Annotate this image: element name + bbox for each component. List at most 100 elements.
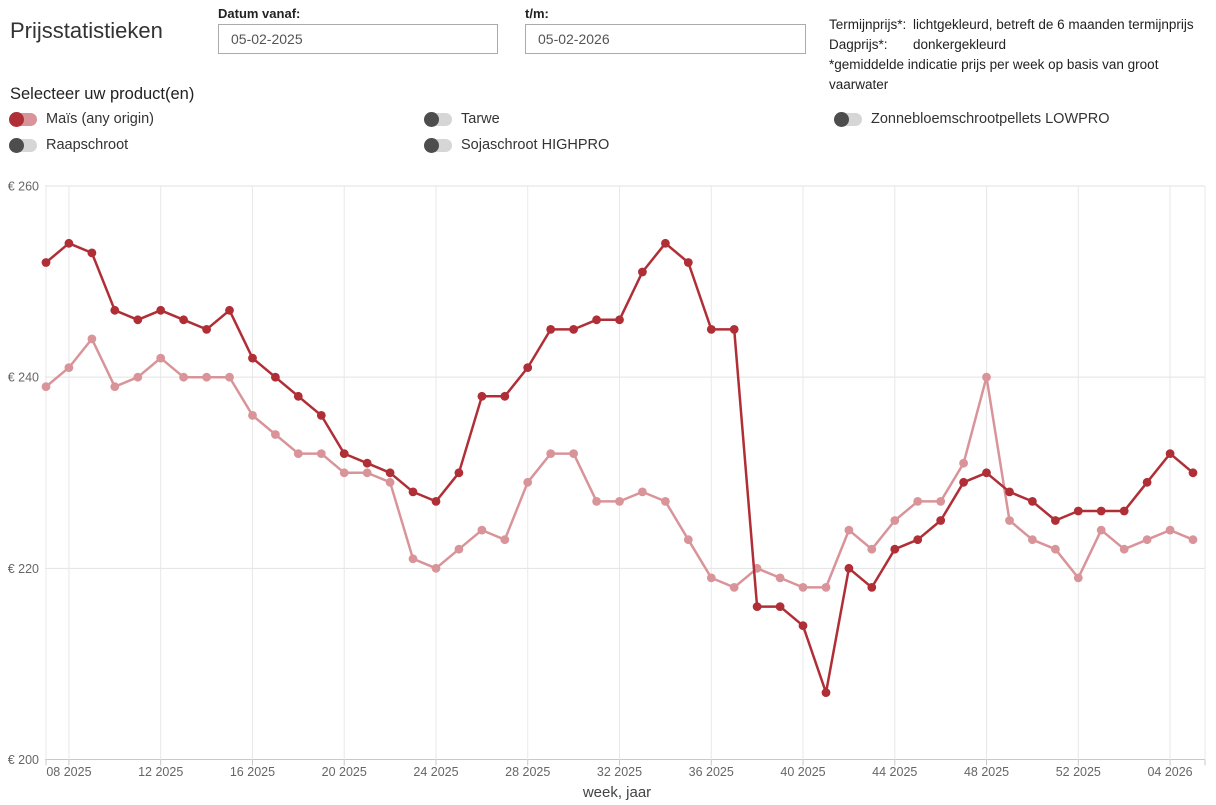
termijnprijs-point[interactable]: [385, 477, 395, 487]
termijnprijs-point[interactable]: [661, 497, 670, 506]
termijnprijs-point[interactable]: [1096, 525, 1106, 535]
termijnprijs-point[interactable]: [1005, 516, 1014, 525]
dagprijs-point[interactable]: [133, 315, 143, 325]
dagprijs-point[interactable]: [821, 688, 831, 697]
dagprijs-point[interactable]: [936, 516, 946, 525]
termijnprijs-point[interactable]: [431, 563, 441, 573]
termijnprijs-point[interactable]: [729, 583, 739, 592]
termijnprijs-point[interactable]: [225, 372, 234, 382]
termijnprijs-point[interactable]: [271, 430, 280, 439]
dagprijs-point[interactable]: [87, 248, 97, 258]
dagprijs-point[interactable]: [523, 363, 533, 372]
dagprijs-point[interactable]: [225, 305, 234, 315]
dagprijs-point[interactable]: [844, 563, 854, 573]
dagprijs-point[interactable]: [798, 621, 808, 631]
dagprijs-point[interactable]: [1028, 497, 1037, 506]
termijnprijs-point[interactable]: [87, 334, 97, 344]
termijnprijs-point[interactable]: [110, 382, 120, 392]
termijnprijs-point[interactable]: [500, 535, 510, 545]
dagprijs-point[interactable]: [615, 315, 624, 325]
dagprijs-point[interactable]: [293, 391, 303, 401]
termijnprijs-point[interactable]: [844, 525, 854, 535]
termijnprijs-point[interactable]: [1119, 544, 1129, 554]
termijnprijs-point[interactable]: [156, 353, 166, 363]
termijnprijs-point[interactable]: [523, 477, 533, 487]
termijnprijs-point[interactable]: [867, 544, 877, 554]
termijnprijs-point[interactable]: [248, 411, 257, 420]
termijnprijs-point[interactable]: [1028, 535, 1037, 545]
dagprijs-point[interactable]: [982, 468, 991, 478]
dagprijs-point[interactable]: [500, 391, 510, 401]
termijnprijs-point[interactable]: [638, 487, 647, 497]
termijnprijs-point[interactable]: [890, 516, 900, 525]
dagprijs-point[interactable]: [1165, 449, 1175, 458]
dagprijs-point[interactable]: [569, 325, 578, 334]
dagprijs-point[interactable]: [362, 458, 372, 468]
product-toggle[interactable]: [9, 137, 37, 153]
product-toggle[interactable]: [9, 111, 37, 127]
dagprijs-point[interactable]: [431, 497, 441, 506]
price-chart[interactable]: € 260 € 240 € 220 € 200 08 2025 12 2025 16 202…: [0, 170, 1216, 805]
date-from-input[interactable]: [218, 24, 498, 54]
dagprijs-point[interactable]: [408, 487, 418, 497]
termijnprijs-point[interactable]: [454, 544, 464, 554]
termijnprijs-point[interactable]: [477, 525, 487, 535]
dagprijs-point[interactable]: [959, 477, 968, 487]
termijnprijs-point[interactable]: [179, 372, 189, 382]
product-toggle[interactable]: [424, 111, 452, 127]
dagprijs-point[interactable]: [706, 325, 716, 334]
termijnprijs-point[interactable]: [546, 449, 556, 458]
termijnprijs-point[interactable]: [408, 554, 418, 564]
dagprijs-point[interactable]: [890, 544, 900, 554]
dagprijs-point[interactable]: [1188, 468, 1198, 478]
dagprijs-point[interactable]: [477, 391, 487, 401]
dagprijs-point[interactable]: [1073, 506, 1083, 516]
termijnprijs-point[interactable]: [133, 372, 143, 382]
dagprijs-point[interactable]: [202, 325, 212, 334]
termijnprijs-point[interactable]: [615, 497, 624, 506]
termijnprijs-point[interactable]: [982, 372, 991, 382]
dagprijs-point[interactable]: [385, 468, 395, 478]
termijnprijs-point[interactable]: [821, 583, 831, 592]
dagprijs-point[interactable]: [775, 602, 785, 611]
termijnprijs-point[interactable]: [592, 497, 601, 506]
termijnprijs-point[interactable]: [913, 497, 923, 506]
termijnprijs-point[interactable]: [959, 458, 968, 468]
product-toggle[interactable]: [424, 137, 452, 153]
dagprijs-point[interactable]: [1119, 506, 1129, 516]
dagprijs-point[interactable]: [316, 411, 326, 420]
termijnprijs-point[interactable]: [41, 382, 51, 392]
dagprijs-point[interactable]: [1096, 506, 1106, 516]
termijnprijs-point[interactable]: [936, 497, 946, 506]
termijnprijs-point[interactable]: [775, 573, 785, 583]
dagprijs-point[interactable]: [41, 258, 51, 267]
dagprijs-point[interactable]: [546, 325, 556, 334]
dagprijs-point[interactable]: [1142, 477, 1152, 487]
dagprijs-point[interactable]: [683, 258, 693, 267]
termijnprijs-point[interactable]: [683, 535, 693, 545]
dagprijs-point[interactable]: [64, 238, 74, 248]
termijnprijs-point[interactable]: [798, 583, 808, 592]
date-to-input[interactable]: [525, 24, 806, 54]
termijnprijs-point[interactable]: [316, 449, 326, 458]
dagprijs-point[interactable]: [339, 449, 349, 458]
dagprijs-point[interactable]: [661, 238, 670, 248]
termijnprijs-point[interactable]: [1188, 535, 1198, 545]
dagprijs-point[interactable]: [1051, 516, 1060, 525]
termijnprijs-point[interactable]: [1142, 535, 1152, 545]
termijnprijs-point[interactable]: [362, 468, 372, 478]
termijnprijs-point[interactable]: [1165, 525, 1175, 535]
dagprijs-point[interactable]: [913, 535, 923, 545]
dagprijs-point[interactable]: [271, 372, 280, 382]
dagprijs-point[interactable]: [867, 583, 877, 592]
dagprijs-point[interactable]: [729, 325, 739, 334]
termijnprijs-point[interactable]: [339, 468, 349, 478]
product-toggle[interactable]: [834, 111, 862, 127]
dagprijs-point[interactable]: [110, 305, 120, 315]
termijnprijs-point[interactable]: [1051, 544, 1060, 554]
termijnprijs-point[interactable]: [64, 363, 74, 372]
termijnprijs-point[interactable]: [293, 449, 303, 458]
dagprijs-point[interactable]: [752, 602, 762, 611]
termijnprijs-point[interactable]: [706, 573, 716, 583]
dagprijs-point[interactable]: [454, 468, 464, 478]
